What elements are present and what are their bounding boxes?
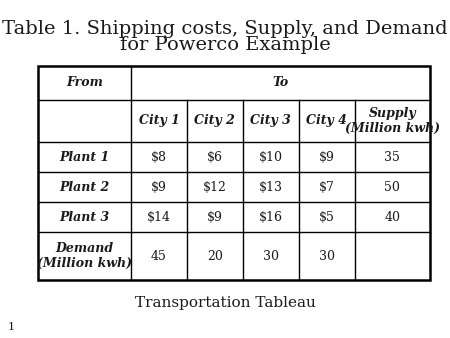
Text: City 1: City 1 [139, 114, 180, 127]
Text: To: To [272, 76, 289, 89]
Text: City 4: City 4 [306, 114, 347, 127]
Text: 1: 1 [8, 322, 15, 332]
Text: Transportation Tableau: Transportation Tableau [135, 296, 315, 310]
Text: 50: 50 [384, 180, 400, 194]
Text: 35: 35 [384, 151, 400, 164]
Text: Demand
(Million kwh): Demand (Million kwh) [37, 242, 132, 270]
Text: for Powerco Example: for Powerco Example [120, 36, 330, 54]
Text: $7: $7 [319, 180, 334, 194]
Text: $14: $14 [147, 211, 171, 224]
Text: Plant 2: Plant 2 [59, 180, 110, 194]
Text: $8: $8 [151, 151, 167, 164]
Text: $6: $6 [207, 151, 223, 164]
Text: City 3: City 3 [250, 114, 291, 127]
Text: $16: $16 [259, 211, 283, 224]
Text: Plant 1: Plant 1 [59, 151, 110, 164]
Text: From: From [66, 76, 103, 89]
Text: Supply
(Million kwh): Supply (Million kwh) [345, 107, 440, 135]
Text: $9: $9 [207, 211, 223, 224]
Text: $12: $12 [203, 180, 227, 194]
Text: City 2: City 2 [194, 114, 235, 127]
Text: Plant 3: Plant 3 [59, 211, 110, 224]
Text: 45: 45 [151, 250, 167, 263]
Text: $9: $9 [319, 151, 334, 164]
Text: 30: 30 [263, 250, 279, 263]
Text: 20: 20 [207, 250, 223, 263]
Text: $5: $5 [319, 211, 334, 224]
Text: 40: 40 [384, 211, 400, 224]
Text: $9: $9 [151, 180, 167, 194]
Text: 30: 30 [319, 250, 335, 263]
Text: $13: $13 [259, 180, 283, 194]
Bar [38, 66, 430, 280]
Text: $10: $10 [259, 151, 283, 164]
Text: Table 1. Shipping costs, Supply, and Demand: Table 1. Shipping costs, Supply, and Dem… [2, 20, 448, 38]
